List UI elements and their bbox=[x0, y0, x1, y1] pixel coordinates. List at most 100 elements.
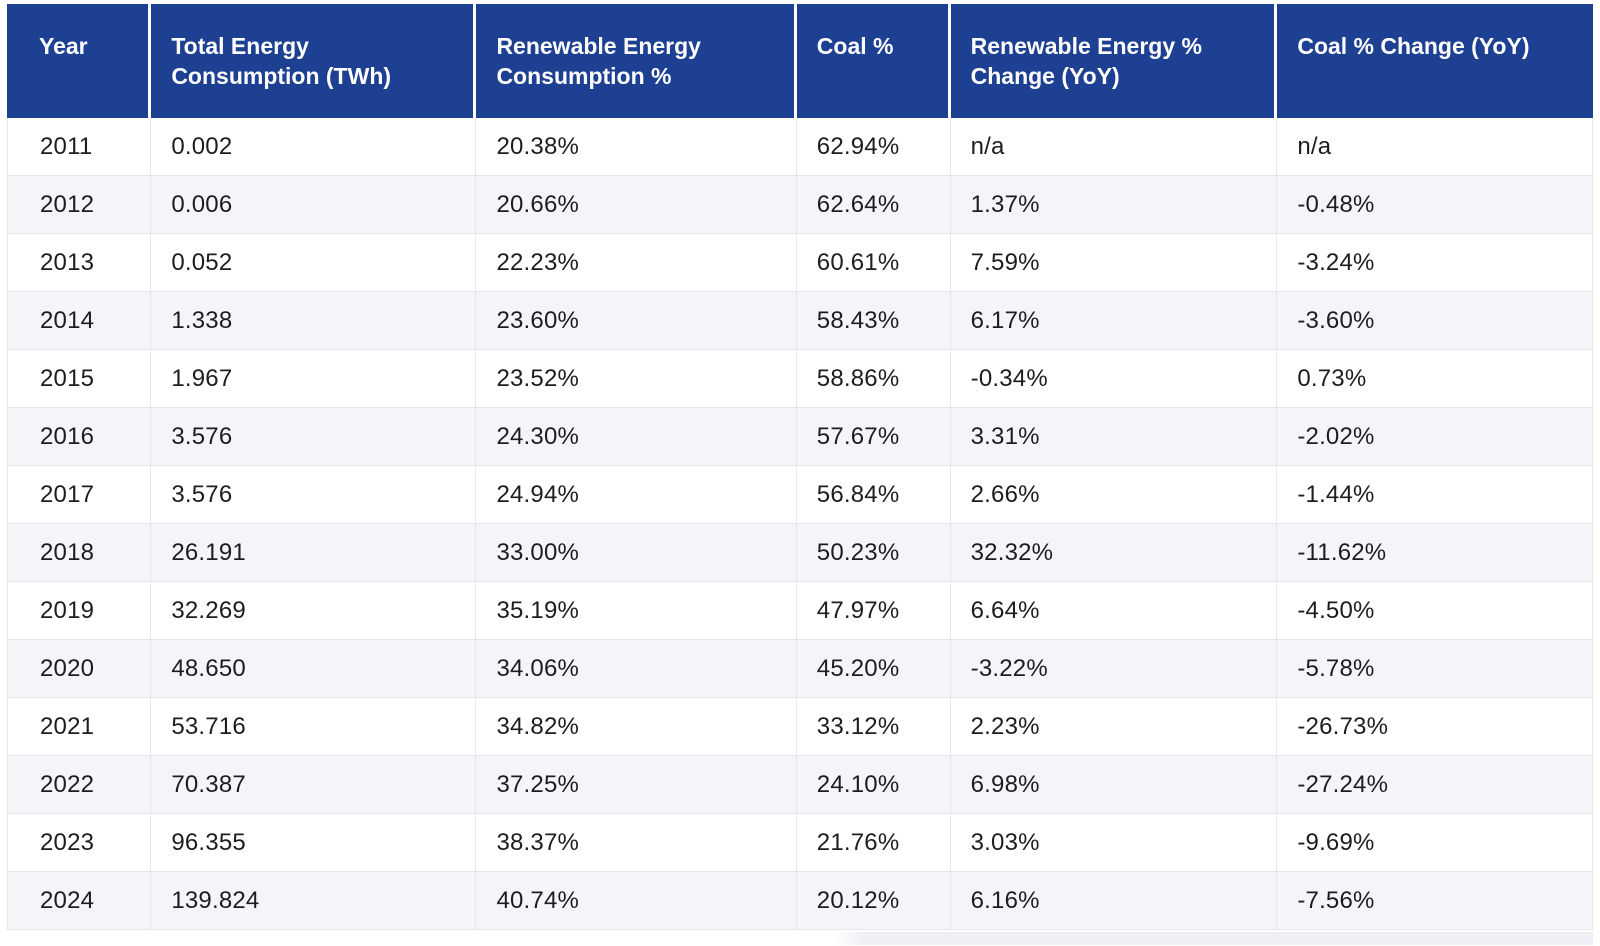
table-row: 2019 32.269 35.19% 47.97% 6.64% -4.50% bbox=[7, 582, 1593, 640]
value-cell: 20.38% bbox=[476, 118, 797, 176]
value-cell: 23.60% bbox=[476, 292, 797, 350]
value-cell: 58.43% bbox=[796, 292, 951, 350]
value-cell: 35.19% bbox=[476, 582, 797, 640]
year-cell: 2023 bbox=[7, 814, 152, 872]
table-row: 2022 70.387 37.25% 24.10% 6.98% -27.24% bbox=[7, 756, 1593, 814]
value-cell: 34.82% bbox=[476, 698, 797, 756]
year-cell: 2019 bbox=[7, 582, 152, 640]
table-row: 2016 3.576 24.30% 57.67% 3.31% -2.02% bbox=[7, 408, 1593, 466]
value-cell: n/a bbox=[950, 118, 1278, 176]
energy-consumption-table: Year Total Energy Consumption (TWh) Renewa… bbox=[7, 4, 1593, 930]
year-cell: 2013 bbox=[7, 234, 152, 292]
value-cell: 26.191 bbox=[151, 524, 477, 582]
year-cell: 2024 bbox=[7, 872, 152, 930]
year-cell: 2016 bbox=[7, 408, 152, 466]
table-row: 2023 96.355 38.37% 21.76% 3.03% -9.69% bbox=[7, 814, 1593, 872]
year-cell: 2021 bbox=[7, 698, 152, 756]
value-cell: 47.97% bbox=[796, 582, 951, 640]
table-row: 2012 0.006 20.66% 62.64% 1.37% -0.48% bbox=[7, 176, 1593, 234]
column-header: Renewable Energy Consumption % bbox=[476, 4, 797, 118]
value-cell: 6.16% bbox=[950, 872, 1278, 930]
value-cell: 2.66% bbox=[950, 466, 1278, 524]
year-cell: 2011 bbox=[7, 118, 152, 176]
year-cell: 2014 bbox=[7, 292, 152, 350]
value-cell: -27.24% bbox=[1277, 756, 1593, 814]
value-cell: -9.69% bbox=[1277, 814, 1593, 872]
value-cell: -4.50% bbox=[1277, 582, 1593, 640]
value-cell: n/a bbox=[1277, 118, 1593, 176]
value-cell: -11.62% bbox=[1277, 524, 1593, 582]
value-cell: -0.48% bbox=[1277, 176, 1593, 234]
value-cell: 53.716 bbox=[151, 698, 477, 756]
value-cell: 96.355 bbox=[151, 814, 477, 872]
column-header: Renewable Energy % Change (YoY) bbox=[950, 4, 1278, 118]
value-cell: 21.76% bbox=[796, 814, 951, 872]
value-cell: 40.74% bbox=[476, 872, 797, 930]
value-cell: 6.17% bbox=[950, 292, 1278, 350]
value-cell: 38.37% bbox=[476, 814, 797, 872]
value-cell: -3.60% bbox=[1277, 292, 1593, 350]
value-cell: 60.61% bbox=[796, 234, 951, 292]
column-header: Year bbox=[7, 4, 152, 118]
value-cell: 20.12% bbox=[796, 872, 951, 930]
value-cell: -0.34% bbox=[950, 350, 1278, 408]
year-cell: 2012 bbox=[7, 176, 152, 234]
value-cell: 1.967 bbox=[151, 350, 477, 408]
value-cell: -5.78% bbox=[1277, 640, 1593, 698]
table-header: Year Total Energy Consumption (TWh) Renewa… bbox=[7, 4, 1593, 118]
value-cell: 20.66% bbox=[476, 176, 797, 234]
table-row: 2011 0.002 20.38% 62.94% n/a n/a bbox=[7, 118, 1593, 176]
year-cell: 2020 bbox=[7, 640, 152, 698]
page-bottom-edge bbox=[7, 932, 1593, 945]
table-row: 2013 0.052 22.23% 60.61% 7.59% -3.24% bbox=[7, 234, 1593, 292]
value-cell: 0.006 bbox=[151, 176, 477, 234]
value-cell: 1.338 bbox=[151, 292, 477, 350]
value-cell: 33.12% bbox=[796, 698, 951, 756]
value-cell: 3.576 bbox=[151, 466, 477, 524]
value-cell: 24.10% bbox=[796, 756, 951, 814]
value-cell: 3.576 bbox=[151, 408, 477, 466]
value-cell: 0.052 bbox=[151, 234, 477, 292]
value-cell: 57.67% bbox=[796, 408, 951, 466]
value-cell: 23.52% bbox=[476, 350, 797, 408]
year-cell: 2017 bbox=[7, 466, 152, 524]
value-cell: -3.24% bbox=[1277, 234, 1593, 292]
value-cell: -26.73% bbox=[1277, 698, 1593, 756]
value-cell: 34.06% bbox=[476, 640, 797, 698]
table-row: 2017 3.576 24.94% 56.84% 2.66% -1.44% bbox=[7, 466, 1593, 524]
table-header-row: Year Total Energy Consumption (TWh) Renewa… bbox=[7, 4, 1593, 118]
value-cell: 62.94% bbox=[796, 118, 951, 176]
value-cell: 70.387 bbox=[151, 756, 477, 814]
year-cell: 2018 bbox=[7, 524, 152, 582]
year-cell: 2022 bbox=[7, 756, 152, 814]
table-body: 2011 0.002 20.38% 62.94% n/a n/a 2012 0.006 20.6… bbox=[7, 118, 1593, 930]
value-cell: 6.64% bbox=[950, 582, 1278, 640]
value-cell: 6.98% bbox=[950, 756, 1278, 814]
value-cell: 56.84% bbox=[796, 466, 951, 524]
value-cell: 3.31% bbox=[950, 408, 1278, 466]
table-row: 2014 1.338 23.60% 58.43% 6.17% -3.60% bbox=[7, 292, 1593, 350]
table-row: 2021 53.716 34.82% 33.12% 2.23% -26.73% bbox=[7, 698, 1593, 756]
year-cell: 2015 bbox=[7, 350, 152, 408]
value-cell: 1.37% bbox=[950, 176, 1278, 234]
value-cell: 32.32% bbox=[950, 524, 1278, 582]
value-cell: 48.650 bbox=[151, 640, 477, 698]
value-cell: -7.56% bbox=[1277, 872, 1593, 930]
value-cell: 0.73% bbox=[1277, 350, 1593, 408]
value-cell: 62.64% bbox=[796, 176, 951, 234]
value-cell: -3.22% bbox=[950, 640, 1278, 698]
value-cell: 58.86% bbox=[796, 350, 951, 408]
value-cell: 45.20% bbox=[796, 640, 951, 698]
value-cell: 0.002 bbox=[151, 118, 477, 176]
value-cell: 139.824 bbox=[151, 872, 477, 930]
value-cell: 7.59% bbox=[950, 234, 1278, 292]
value-cell: 32.269 bbox=[151, 582, 477, 640]
table-row: 2020 48.650 34.06% 45.20% -3.22% -5.78% bbox=[7, 640, 1593, 698]
column-header: Coal % bbox=[796, 4, 951, 118]
column-header: Total Energy Consumption (TWh) bbox=[151, 4, 477, 118]
value-cell: 24.94% bbox=[476, 466, 797, 524]
value-cell: 3.03% bbox=[950, 814, 1278, 872]
value-cell: 2.23% bbox=[950, 698, 1278, 756]
value-cell: 33.00% bbox=[476, 524, 797, 582]
